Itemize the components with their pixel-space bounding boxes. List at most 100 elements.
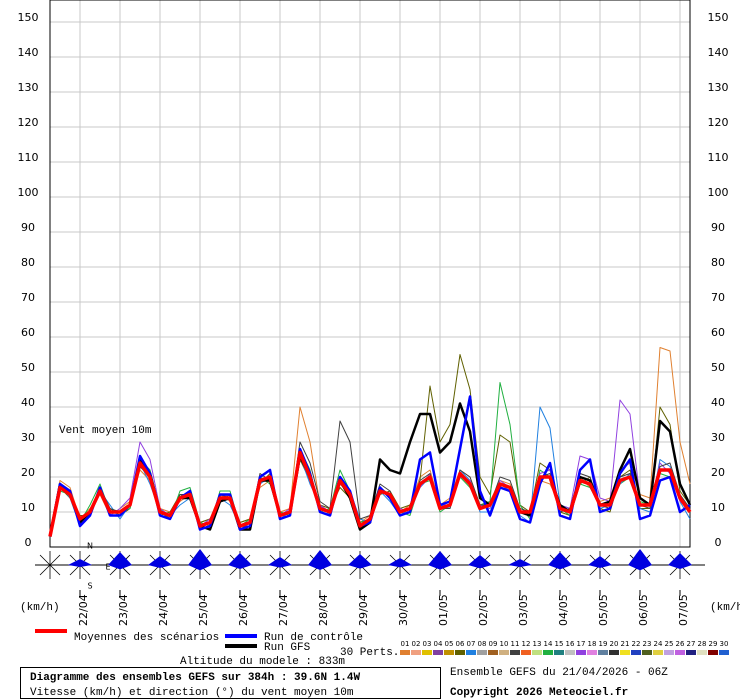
x-tick-label: 01/05 — [437, 594, 450, 626]
y-tick-label-right: 30 — [711, 431, 725, 444]
legend-swatch — [686, 650, 696, 655]
y-tick-label-right: 70 — [711, 291, 725, 304]
x-tick-label: 05/05 — [597, 594, 610, 626]
legend-label: 21 — [621, 640, 630, 648]
legend-label: 20 — [610, 640, 619, 648]
legend-swatch — [521, 650, 531, 655]
y-tick-label-right: 60 — [711, 326, 725, 339]
y-tick-label: 100 — [18, 186, 39, 199]
plot-frame — [49, 0, 691, 548]
direction-wedge — [468, 555, 492, 569]
legend-label: 19 — [599, 640, 608, 648]
legend-swatch — [620, 650, 630, 655]
y-unit-right: (km/h) — [710, 602, 740, 614]
legend-label: 13 — [533, 640, 542, 648]
legend-label: 30 — [720, 640, 729, 648]
legend-swatch — [499, 650, 509, 655]
legend-label: 22 — [632, 640, 641, 648]
legend-swatch — [719, 650, 729, 655]
compass-south: S — [87, 582, 92, 591]
y-tick-label-right: 50 — [711, 361, 725, 374]
x-tick-label: 26/04 — [237, 594, 250, 626]
compass-east: E — [105, 563, 110, 572]
y-tick-label-right: 10 — [711, 501, 725, 514]
series-line — [48, 450, 692, 537]
legend-swatch — [642, 650, 652, 655]
direction-wedge — [628, 549, 652, 571]
x-tick-label: 24/04 — [157, 594, 170, 626]
run-info: Ensemble GEFS du 21/04/2026 - 06Z — [450, 667, 668, 679]
direction-wedge — [188, 549, 212, 571]
legend-label: 07 — [467, 640, 476, 648]
y-tick-label: 40 — [21, 396, 35, 409]
x-tick-label: 23/04 — [117, 594, 130, 626]
grid — [50, 0, 690, 548]
legend-label: 02 — [412, 640, 421, 648]
chart-title: Diagramme des ensembles GEFS sur 384h : … — [30, 672, 360, 684]
y-tick-label-right: 120 — [708, 116, 729, 129]
x-tick-label: 27/04 — [277, 594, 290, 626]
x-tick-label: 30/04 — [397, 594, 410, 626]
x-tick-label: 22/04 — [77, 594, 90, 626]
legend-label: 15 — [555, 640, 564, 648]
legend-label: 17 — [577, 640, 586, 648]
y-tick-label: 30 — [21, 431, 35, 444]
altitude: Altitude du modele : 833m — [180, 656, 345, 668]
legend-label: 24 — [654, 640, 663, 648]
y-tick-label: 10 — [21, 501, 35, 514]
y-tick-label: 110 — [18, 151, 39, 164]
legend-label: 12 — [522, 640, 531, 648]
legend-swatch — [543, 650, 553, 655]
x-tick-label: 02/05 — [477, 594, 490, 626]
y-tick-label: 150 — [18, 11, 39, 24]
perturbations-label: 30 Perts. — [340, 647, 399, 659]
legend-label: 26 — [676, 640, 685, 648]
legend-swatch — [400, 650, 410, 655]
x-tick-label: 28/04 — [317, 594, 330, 626]
y-tick-label-right: 40 — [711, 396, 725, 409]
legend-label: Run de contrôle — [264, 632, 363, 644]
legend-swatch — [587, 650, 597, 655]
direction-wedge — [348, 554, 372, 569]
y-tick-label-right: 110 — [708, 151, 729, 164]
legend-label: 10 — [500, 640, 509, 648]
y-tick-label: 120 — [18, 116, 39, 129]
y-tick-label-right: 130 — [708, 81, 729, 94]
title-box — [20, 667, 441, 699]
y-tick-label-right: 150 — [708, 11, 729, 24]
legend-label: 09 — [489, 640, 498, 648]
legend-swatch — [411, 650, 421, 655]
legend-swatch — [631, 650, 641, 655]
legend-swatch — [697, 650, 707, 655]
legend-swatch — [664, 650, 674, 655]
y-tick-label: 20 — [21, 466, 35, 479]
legend-label: 01 — [401, 640, 410, 648]
y-tick-label-right: 0 — [715, 536, 722, 549]
y-tick-label-right: 100 — [708, 186, 729, 199]
x-tick-label: 07/05 — [677, 594, 690, 626]
y-tick-label-right: 20 — [711, 466, 725, 479]
legend-swatch — [477, 650, 487, 655]
y-tick-label-right: 140 — [708, 46, 729, 59]
legend-swatch — [675, 650, 685, 655]
direction-wedge — [108, 552, 132, 570]
legend-label: 27 — [687, 640, 696, 648]
legend-label: Moyennes des scénarios — [74, 632, 219, 644]
y-tick-label-right: 80 — [711, 256, 725, 269]
x-tick-label: 06/05 — [637, 594, 650, 626]
legend-swatch — [444, 650, 454, 655]
direction-wedge — [308, 550, 332, 570]
y-tick-label: 80 — [21, 256, 35, 269]
lines — [48, 347, 692, 537]
legend-swatch — [488, 650, 498, 655]
copyright: Copyright 2026 Meteociel.fr — [450, 687, 628, 699]
wind-direction-row: N S E — [35, 542, 705, 591]
direction-wedge — [588, 556, 612, 568]
legend-label: 29 — [709, 640, 718, 648]
direction-wedge — [508, 559, 532, 567]
x-tick-label: 29/04 — [357, 594, 370, 626]
direction-wedge — [428, 551, 452, 570]
legend-label: Run GFS — [264, 642, 311, 654]
legend-swatch — [708, 650, 718, 655]
legend-label: 16 — [566, 640, 575, 648]
